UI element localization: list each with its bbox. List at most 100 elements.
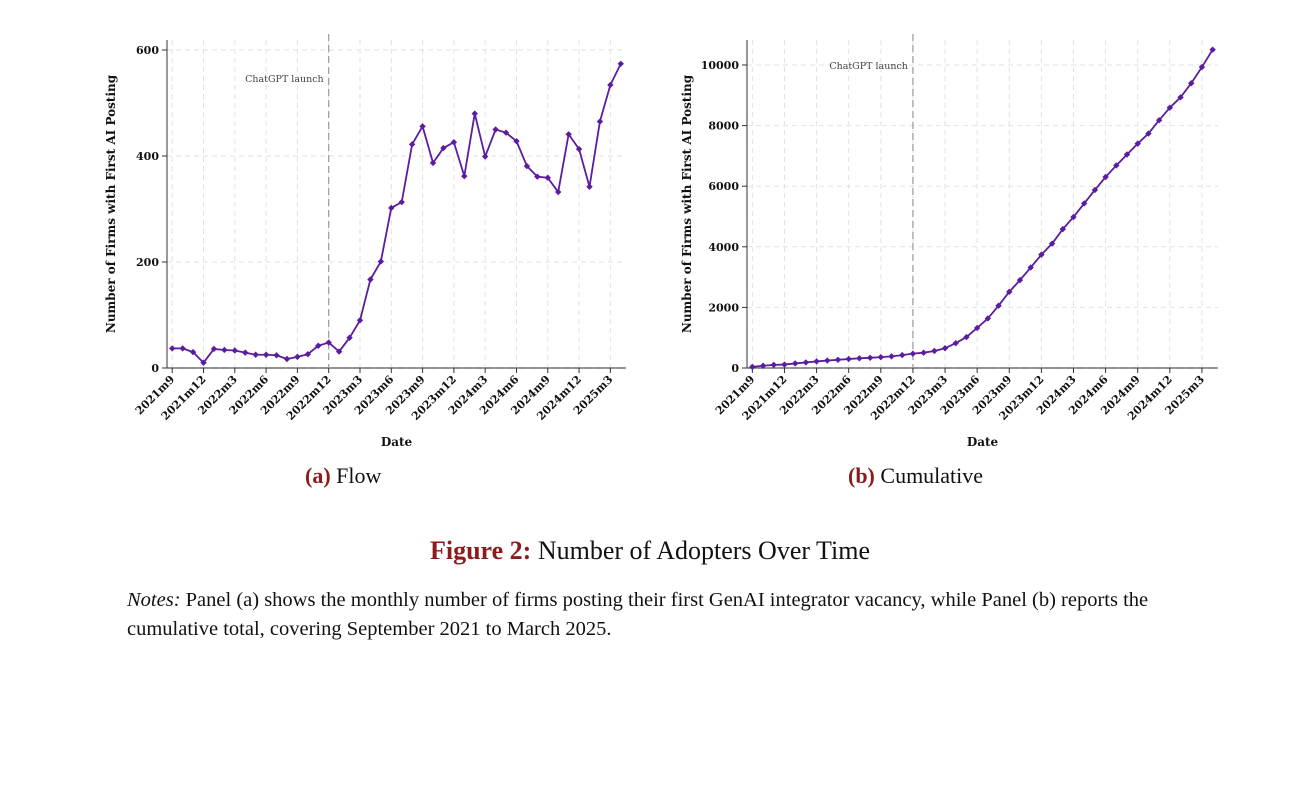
- data-point: [523, 162, 531, 170]
- data-point: [931, 347, 938, 355]
- data-point: [781, 361, 788, 368]
- notes-text: Panel (a) shows the monthly number of fi…: [127, 589, 1149, 640]
- data-point: [481, 153, 489, 160]
- data-point: [866, 354, 874, 361]
- data-point: [1006, 288, 1013, 296]
- data-point: [221, 346, 228, 354]
- y-tick-label: 4000: [708, 241, 739, 254]
- data-point: [973, 324, 981, 332]
- data-point: [262, 351, 270, 358]
- data-point: [315, 342, 322, 349]
- data-point: [845, 355, 852, 363]
- data-point: [283, 355, 291, 363]
- data-point: [231, 347, 239, 354]
- y-tick-label: 6000: [708, 180, 739, 193]
- x-axis-title: Date: [381, 435, 413, 449]
- cumulative-chart: 02000400060008000100002021m92021m122022m…: [680, 34, 1218, 449]
- y-axis-title: Number of Firms with First AI Posting: [104, 74, 118, 333]
- data-point: [1155, 117, 1163, 124]
- data-point: [419, 123, 426, 130]
- subcaption-b: (b) Cumulative: [848, 463, 983, 489]
- y-tick-label: 400: [136, 150, 159, 163]
- data-point: [388, 204, 395, 212]
- data-point: [984, 315, 992, 322]
- data-point: [802, 359, 810, 366]
- data-point: [1091, 186, 1099, 194]
- data-point: [877, 353, 885, 361]
- figure-notes: Notes: Panel (a) shows the monthly numbe…: [127, 586, 1187, 644]
- data-point: [179, 345, 186, 352]
- figure-title: Number of Adopters Over Time: [537, 536, 871, 565]
- data-point: [169, 345, 176, 352]
- figure-label: Figure 2:: [429, 536, 532, 565]
- data-point: [1070, 213, 1077, 221]
- data-point: [492, 126, 499, 133]
- data-point: [1188, 80, 1195, 87]
- data-point: [899, 351, 906, 359]
- flow-chart: 02004006002021m92021m122022m32022m62022m…: [104, 34, 626, 449]
- data-point: [450, 139, 458, 146]
- series-line: [752, 49, 1214, 368]
- subcaption-a-title: Flow: [336, 463, 382, 488]
- data-point: [200, 359, 207, 366]
- subcaption-a-label: (a): [305, 463, 331, 488]
- y-tick-label: 10000: [701, 59, 740, 72]
- data-point: [952, 339, 959, 347]
- subcaption-b-label: (b): [848, 463, 875, 488]
- data-point: [834, 356, 842, 363]
- data-point: [1123, 151, 1131, 158]
- data-point: [1198, 63, 1206, 71]
- x-axis-title: Date: [967, 435, 999, 449]
- data-point: [544, 174, 551, 181]
- figure-caption: Figure 2: Number of Adopters Over Time: [0, 536, 1300, 566]
- chatgpt-launch-label: ChatGPT launch: [829, 61, 908, 72]
- data-point: [749, 363, 756, 371]
- data-point: [1038, 251, 1045, 258]
- y-tick-label: 0: [731, 362, 739, 375]
- data-point: [210, 345, 218, 353]
- data-point: [429, 159, 437, 167]
- data-point: [909, 350, 917, 357]
- data-point: [920, 349, 927, 356]
- data-point: [356, 317, 364, 324]
- data-point: [1134, 140, 1141, 147]
- data-point: [408, 141, 416, 148]
- data-point: [1102, 173, 1109, 181]
- data-point: [770, 361, 777, 369]
- y-tick-label: 200: [136, 256, 159, 269]
- data-point: [252, 351, 259, 358]
- data-point: [596, 118, 604, 125]
- y-tick-label: 2000: [708, 301, 739, 314]
- data-point: [888, 353, 895, 360]
- data-point: [941, 345, 949, 352]
- data-point: [1080, 200, 1088, 207]
- data-point: [440, 144, 447, 152]
- data-point: [813, 358, 820, 365]
- data-point: [273, 352, 280, 359]
- series-line: [172, 63, 622, 364]
- data-point: [607, 81, 614, 89]
- notes-label: Notes:: [127, 589, 181, 611]
- data-point: [856, 355, 863, 362]
- data-point: [367, 276, 374, 283]
- y-tick-label: 600: [136, 44, 159, 57]
- data-point: [502, 129, 510, 136]
- data-point: [335, 348, 343, 355]
- data-point: [242, 349, 249, 356]
- chatgpt-launch-label: ChatGPT launch: [245, 74, 324, 85]
- subcaption-a: (a) Flow: [305, 463, 381, 489]
- data-point: [824, 357, 831, 364]
- data-point: [398, 198, 405, 206]
- y-tick-label: 8000: [708, 120, 739, 133]
- data-point: [325, 339, 332, 346]
- subcaption-b-title: Cumulative: [880, 463, 984, 488]
- data-point: [294, 353, 301, 361]
- data-point: [565, 131, 572, 138]
- data-point: [304, 351, 312, 358]
- y-tick-label: 0: [151, 362, 159, 375]
- data-point: [471, 110, 478, 117]
- data-point: [617, 60, 624, 67]
- data-point: [586, 183, 593, 190]
- data-point: [791, 360, 799, 367]
- data-point: [189, 348, 197, 356]
